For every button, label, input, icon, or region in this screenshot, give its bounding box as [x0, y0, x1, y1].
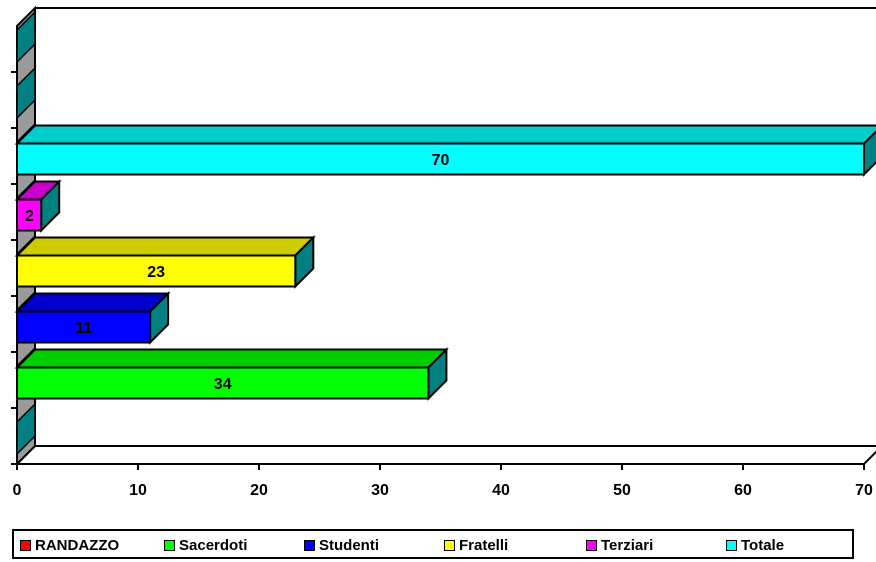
legend-label-totale: Totale: [741, 536, 785, 554]
x-tick-label: 50: [613, 482, 631, 499]
bar-terziari: [16, 198, 43, 232]
side-wall-segment: [16, 66, 36, 120]
bar-totale: [16, 142, 865, 176]
legend-item-fratelli: Fratelli: [444, 536, 509, 554]
x-tick-label: 20: [250, 482, 268, 499]
legend-swatch-sacerdoti: [164, 539, 175, 551]
legend-swatch-fratelli: [444, 539, 455, 551]
legend-label-randazzo: RANDAZZO: [35, 536, 120, 554]
data-label-totale: 70: [432, 152, 450, 169]
x-tick-label: 0: [13, 482, 22, 499]
x-tick-label: 40: [492, 482, 510, 499]
bar-top-totale: [14, 124, 876, 145]
bar-fratelli: [16, 254, 297, 288]
legend-swatch-studenti: [304, 539, 315, 551]
bar-top-studenti: [14, 292, 171, 313]
data-label-fratelli: 23: [147, 264, 165, 281]
data-label-sacerdoti: 34: [214, 376, 232, 393]
bar-top-sacerdoti: [14, 348, 449, 369]
legend-swatch-randazzo: [20, 539, 31, 551]
legend-item-terziari: Terziari: [586, 536, 654, 554]
bar-studenti: [16, 310, 152, 344]
legend: RANDAZZO Sacerdoti Studenti Fratelli Ter…: [12, 529, 854, 559]
bar-top-fratelli: [14, 236, 316, 257]
legend-swatch-totale: [726, 539, 737, 551]
legend-label-sacerdoti: Sacerdoti: [179, 536, 248, 554]
legend-label-fratelli: Fratelli: [459, 536, 509, 554]
data-label-terziari: 2: [25, 208, 34, 225]
side-wall-segment: [16, 10, 36, 64]
legend-item-sacerdoti: Sacerdoti: [164, 536, 248, 554]
legend-item-totale: Totale: [726, 536, 785, 554]
bar-sacerdoti: [16, 366, 430, 400]
x-tick-label: 60: [734, 482, 752, 499]
x-tick-label: 30: [371, 482, 389, 499]
legend-label-terziari: Terziari: [601, 536, 654, 554]
legend-swatch-terziari: [586, 539, 597, 551]
x-tick-label: 70: [855, 482, 873, 499]
legend-item-studenti: Studenti: [304, 536, 379, 554]
data-label-studenti: 11: [75, 320, 92, 337]
legend-item-randazzo: RANDAZZO: [20, 536, 120, 554]
legend-label-studenti: Studenti: [319, 536, 379, 554]
side-wall-segment: [16, 402, 36, 456]
x-tick-label: 10: [129, 482, 147, 499]
plot-floor: [14, 445, 876, 465]
bar-chart: 34 11 23 2 70 0 10 20 30 40 50 60 70: [11, 5, 876, 499]
